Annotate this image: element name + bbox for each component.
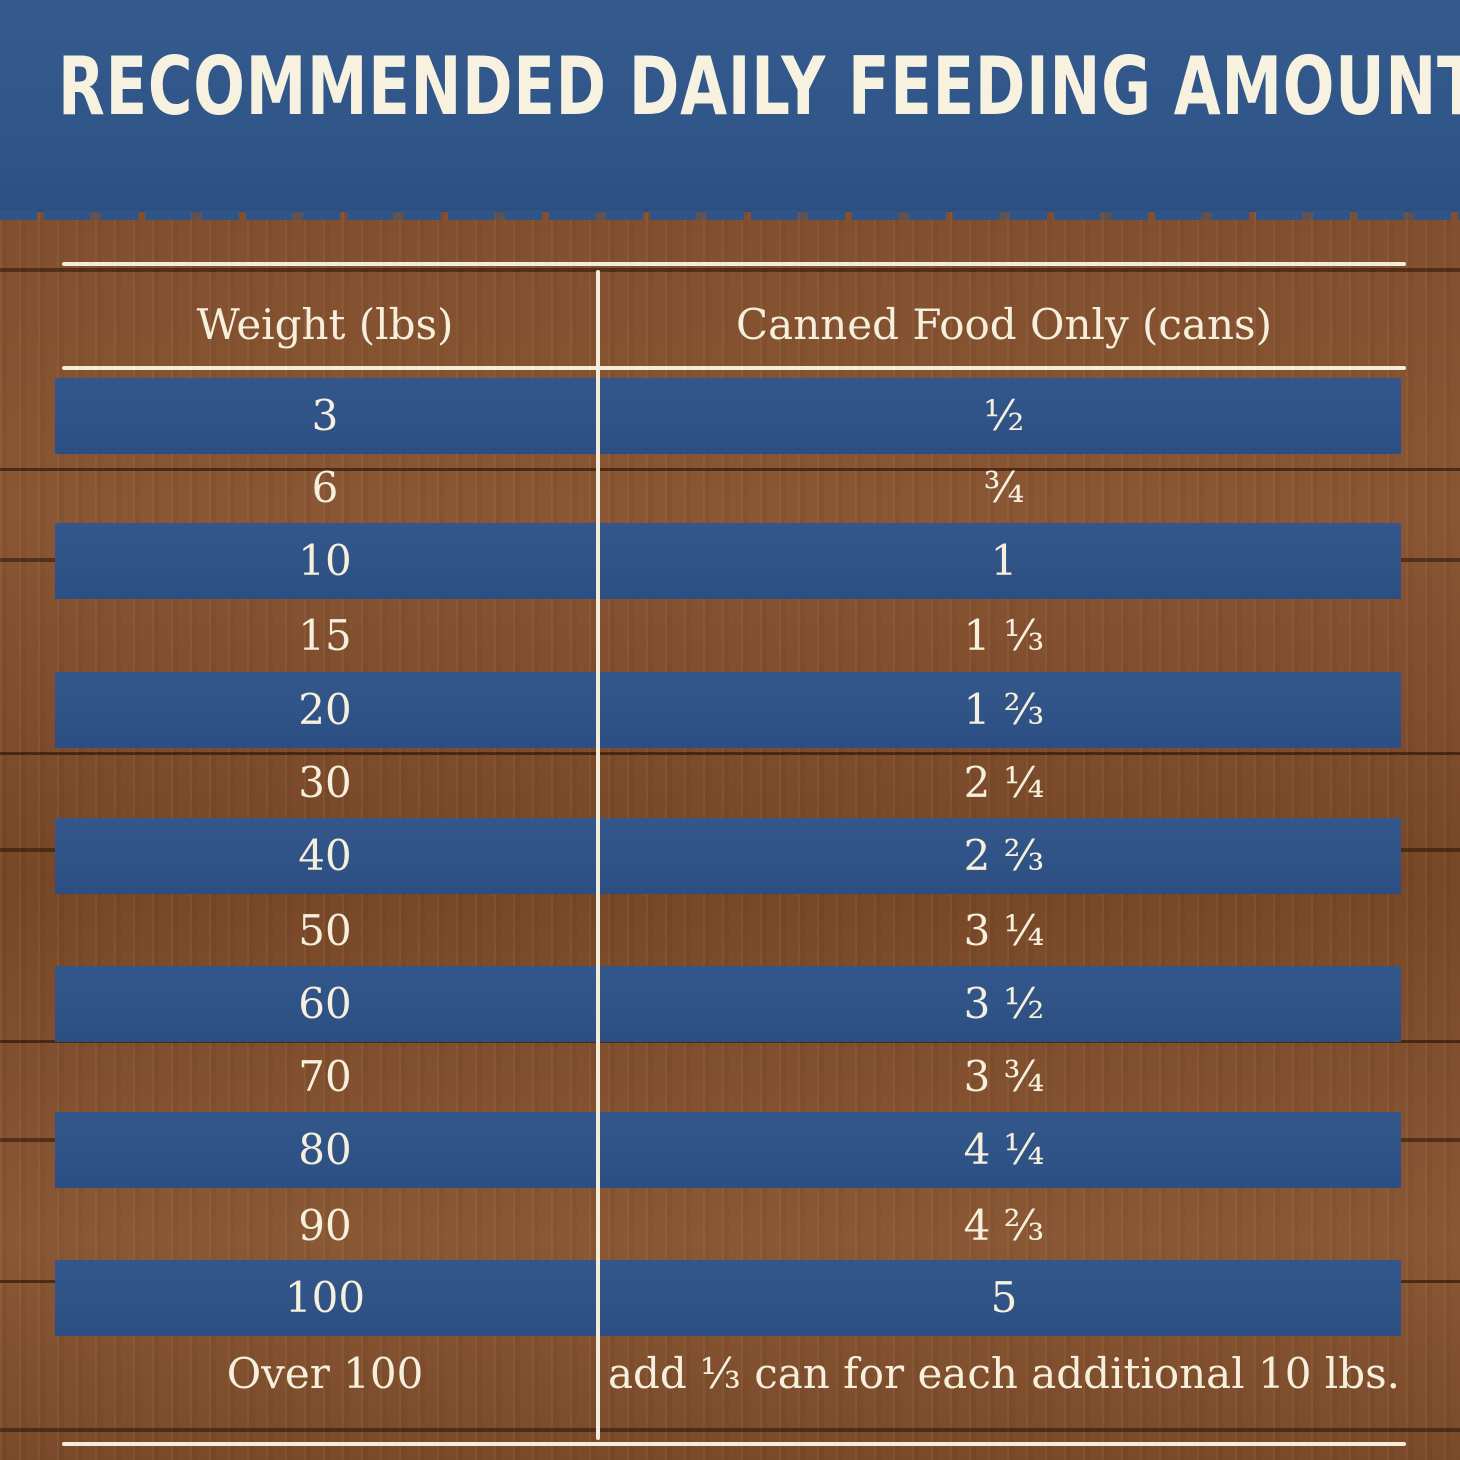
cans-cell: 4 ¼ [963,1125,1045,1174]
table-row: 90 4 ⅔ [55,1188,1401,1264]
cans-cell: 3 ½ [963,979,1045,1028]
table-bottom-rule [62,1442,1406,1446]
weight-cell: Over 100 [226,1349,424,1398]
weight-cell: 50 [298,906,352,955]
table-row: 60 3 ½ [55,966,1401,1042]
column-header-weight: Weight (lbs) [196,300,454,349]
weight-cell: 70 [298,1052,352,1101]
weight-cell: 20 [298,685,352,734]
table-row: Over 100 add ⅓ can for each additional 10… [55,1336,1401,1412]
cans-cell: ½ [983,391,1025,440]
cans-cell: 1 [990,536,1018,585]
table-header-rule [62,366,1406,370]
title-banner: RECOMMENDED DAILY FEEDING AMOUNTS: [0,0,1460,220]
table-row: 30 2 ¼ [55,745,1401,821]
table-row: 50 3 ¼ [55,893,1401,969]
weight-cell: 30 [298,758,352,807]
cans-cell: 3 ¾ [963,1052,1045,1101]
table-row: 10 1 [55,523,1401,599]
table-row: 40 2 ⅔ [55,818,1401,894]
cans-cell: 1 ⅔ [963,685,1045,734]
table-row: 80 4 ¼ [55,1112,1401,1188]
cans-cell: 3 ¼ [963,906,1045,955]
column-header-cans: Canned Food Only (cans) [736,300,1272,349]
weight-cell: 3 [311,391,339,440]
wood-board-seam [0,752,1460,755]
weight-cell: 100 [284,1273,366,1322]
table-row: 15 1 ⅓ [55,598,1401,674]
wood-board-seam [0,468,1460,471]
cans-cell: add ⅓ can for each additional 10 lbs. [608,1349,1400,1398]
cans-cell: 2 ⅔ [963,831,1045,880]
weight-cell: 10 [298,536,352,585]
weight-cell: 6 [311,463,339,512]
weight-cell: 15 [298,611,352,660]
column-divider [596,270,600,1440]
table-top-rule [62,262,1406,266]
weight-cell: 60 [298,979,352,1028]
weight-cell: 80 [298,1125,352,1174]
table-row: 100 5 [55,1260,1401,1336]
table-row: 70 3 ¾ [55,1039,1401,1115]
cans-cell: 5 [990,1273,1018,1322]
weight-cell: 90 [298,1201,352,1250]
cans-cell: ¾ [983,463,1025,512]
cans-cell: 1 ⅓ [963,611,1045,660]
weight-cell: 40 [298,831,352,880]
cans-cell: 2 ¼ [963,758,1045,807]
table-row: 20 1 ⅔ [55,672,1401,748]
cans-cell: 4 ⅔ [963,1201,1045,1250]
